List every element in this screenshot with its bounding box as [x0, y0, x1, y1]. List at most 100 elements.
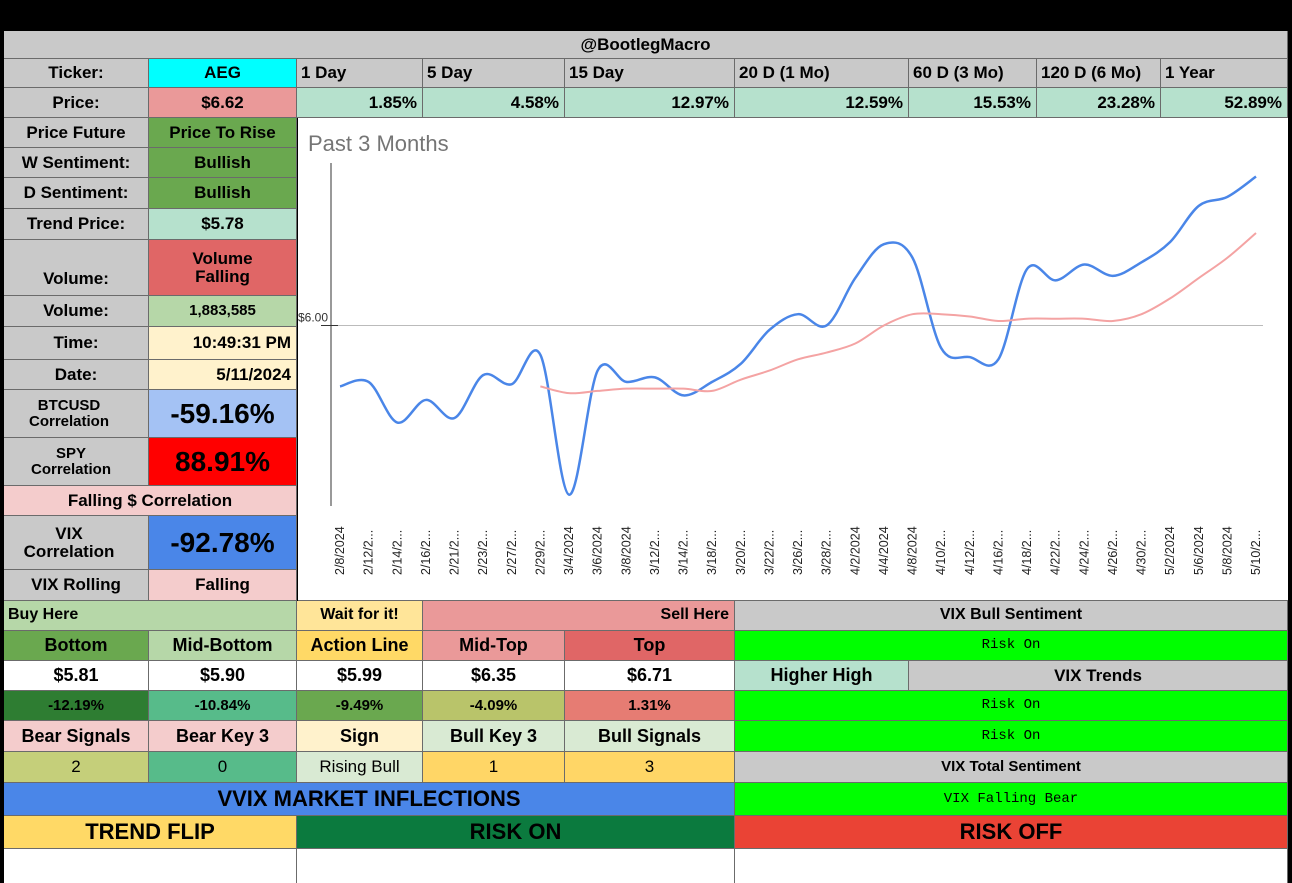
level-top: Top — [565, 631, 735, 661]
bull-key3-value: 1 — [423, 752, 565, 783]
x-tick-label: 4/30/2... — [1135, 530, 1149, 575]
vix-trend-1: Risk On — [735, 691, 1288, 721]
x-tick-label: 5/8/2024 — [1220, 526, 1234, 575]
x-tick-label: 2/23/2... — [476, 530, 490, 575]
price-top: $6.71 — [565, 661, 735, 691]
x-tick-label: 4/4/2024 — [877, 526, 891, 575]
x-tick-label: 4/24/2... — [1077, 530, 1091, 575]
level-mid-bottom: Mid-Bottom — [149, 631, 297, 661]
trend-flip-cell — [4, 849, 297, 883]
x-tick-label: 3/22/2... — [762, 530, 776, 575]
d-sentiment-value: Bullish — [149, 178, 297, 209]
bull-signals-label: Bull Signals — [565, 721, 735, 752]
vix-bull-sentiment-value: Risk On — [735, 631, 1288, 661]
volume-count-value: 1,883,585 — [149, 296, 297, 327]
x-tick-label: 5/2/2024 — [1163, 526, 1177, 575]
x-tick-label: 4/22/2... — [1049, 530, 1063, 575]
date-value: 5/11/2024 — [149, 360, 297, 390]
bear-key3-label: Bear Key 3 — [149, 721, 297, 752]
date-label: Date: — [4, 360, 149, 390]
vix-rolling-label: VIX Rolling — [4, 570, 149, 601]
ticker-label: Ticker: — [4, 59, 149, 88]
x-tick-label: 2/16/2... — [419, 530, 433, 575]
time-label: Time: — [4, 327, 149, 360]
trend-price-label: Trend Price: — [4, 209, 149, 240]
risk-on: RISK ON — [297, 816, 735, 849]
bear-signals-label: Bear Signals — [4, 721, 149, 752]
x-tick-label: 2/12/2... — [362, 530, 376, 575]
price-mid-top: $6.35 — [423, 661, 565, 691]
pct-mid-bottom: -10.84% — [149, 691, 297, 721]
x-tick-label: 3/18/2... — [705, 530, 719, 575]
sign-value: Rising Bull — [297, 752, 423, 783]
x-tick-label: 5/6/2024 — [1192, 526, 1206, 575]
pct-top: 1.31% — [565, 691, 735, 721]
vix-rolling-value: Falling — [149, 570, 297, 601]
vix-total-sentiment-value: VIX Falling Bear — [735, 783, 1288, 816]
x-tick-label: 3/26/2... — [791, 530, 805, 575]
risk-on-cell — [297, 849, 735, 883]
x-tick-label: 3/20/2... — [734, 530, 748, 575]
period-15d: 15 Day — [565, 59, 735, 88]
x-tick-label: 4/16/2... — [991, 530, 1005, 575]
x-tick-label: 2/21/2... — [448, 530, 462, 575]
y-tick-label: $6.00 — [298, 310, 328, 324]
page-title: @BootlegMacro — [4, 31, 1288, 59]
sell-here-label: Sell Here — [423, 601, 735, 631]
period-5d: 5 Day — [423, 59, 565, 88]
period-120d: 120 D (6 Mo) — [1037, 59, 1161, 88]
btc-correlation-value: -59.16% — [149, 390, 297, 438]
d-sentiment-label: D Sentiment: — [4, 178, 149, 209]
risk-off-cell — [735, 849, 1288, 883]
return-5d: 4.58% — [423, 88, 565, 118]
x-tick-label: 3/8/2024 — [619, 526, 633, 575]
period-20d: 20 D (1 Mo) — [735, 59, 909, 88]
x-tick-label: 2/8/2024 — [333, 526, 347, 575]
bear-key3-value: 0 — [149, 752, 297, 783]
pct-mid-top: -4.09% — [423, 691, 565, 721]
ticker-value[interactable]: AEG — [149, 59, 297, 88]
x-tick-label: 3/14/2... — [677, 530, 691, 575]
x-tick-label: 4/2/2024 — [848, 526, 862, 575]
volume-status-label: Volume: — [4, 240, 149, 296]
trend-price-value: $5.78 — [149, 209, 297, 240]
spy-correlation-value: 88.91% — [149, 438, 297, 486]
pct-action-line: -9.49% — [297, 691, 423, 721]
time-value: 10:49:31 PM — [149, 327, 297, 360]
vix-correlation-value: -92.78% — [149, 516, 297, 570]
price-mid-bottom: $5.90 — [149, 661, 297, 691]
return-120d: 23.28% — [1037, 88, 1161, 118]
spy-correlation-label: SPY Correlation — [4, 438, 149, 486]
price-label: Price: — [4, 88, 149, 118]
x-tick-label: 4/12/2... — [963, 530, 977, 575]
price-action-line: $5.99 — [297, 661, 423, 691]
x-tick-label: 4/8/2024 — [906, 526, 920, 575]
higher-high: Higher High — [735, 661, 909, 691]
pct-bottom: -12.19% — [4, 691, 149, 721]
price-bottom: $5.81 — [4, 661, 149, 691]
return-20d: 12.59% — [735, 88, 909, 118]
x-tick-label: 2/27/2... — [505, 530, 519, 575]
falling-correlation: Falling $ Correlation — [4, 486, 297, 516]
series-line-2 — [540, 232, 1257, 395]
x-tick-label: 4/26/2... — [1106, 530, 1120, 575]
price-chart: Past 3 Months $6.00 2/8/2024 2/12/2... 2/14… — [298, 118, 1288, 601]
return-1y: 52.89% — [1161, 88, 1288, 118]
x-tick-label: 4/10/2... — [934, 530, 948, 575]
trend-flip: TREND FLIP — [4, 816, 297, 849]
period-1y: 1 Year — [1161, 59, 1288, 88]
volume-status-value: Volume Falling — [149, 240, 297, 296]
x-tick-label: 2/14/2... — [390, 530, 404, 575]
bull-key3-label: Bull Key 3 — [423, 721, 565, 752]
w-sentiment-label: W Sentiment: — [4, 148, 149, 178]
wait-label: Wait for it! — [297, 601, 423, 631]
vix-total-sentiment-label: VIX Total Sentiment — [735, 752, 1288, 783]
vix-trends-label: VIX Trends — [909, 661, 1288, 691]
x-tick-label: 3/4/2024 — [562, 526, 576, 575]
vvix-title: VVIX MARKET INFLECTIONS — [4, 783, 735, 816]
x-tick-label: 3/6/2024 — [591, 526, 605, 575]
volume-count-label: Volume: — [4, 296, 149, 327]
period-60d: 60 D (3 Mo) — [909, 59, 1037, 88]
vix-correlation-label: VIX Correlation — [4, 516, 149, 570]
level-action-line: Action Line — [297, 631, 423, 661]
